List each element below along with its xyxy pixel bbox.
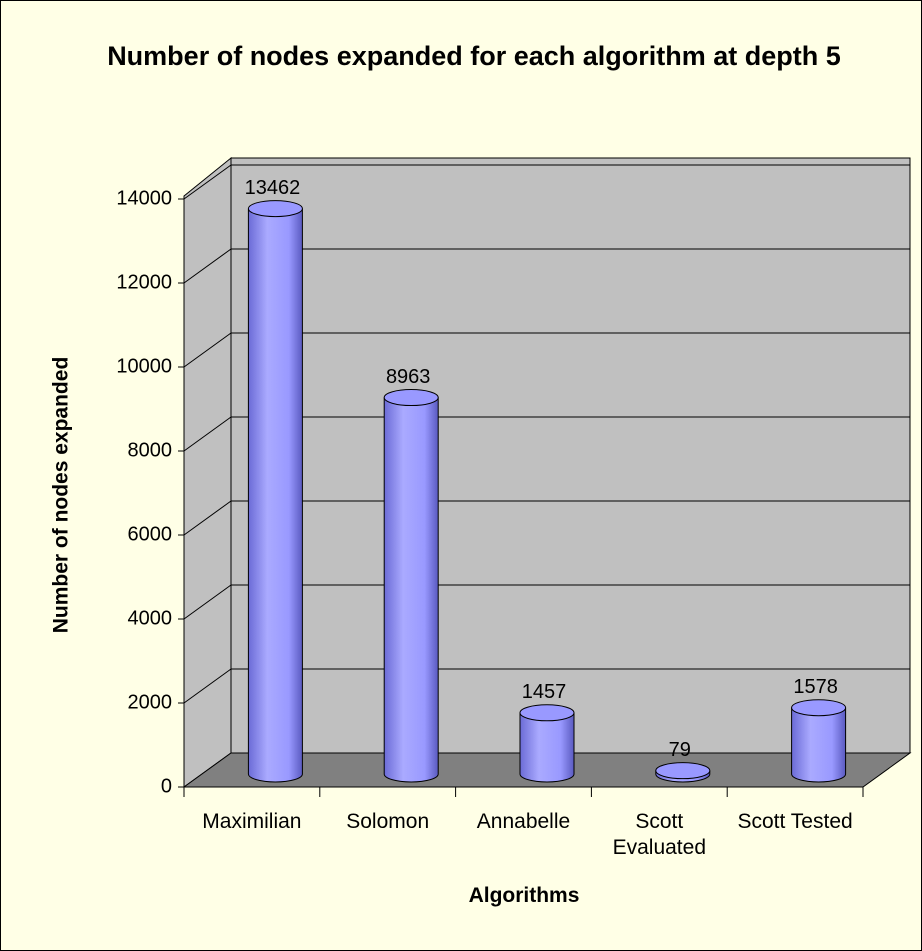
data-label: 13462 (245, 177, 301, 199)
x-tick-label: Annabelle (476, 810, 571, 833)
y-tick-label: 12000 (116, 271, 172, 293)
data-label: 8963 (386, 366, 431, 388)
bar-outline (383, 397, 439, 783)
y-axis-label: Number of nodes expanded (50, 357, 73, 634)
bar-outline (519, 712, 575, 783)
y-tick-label: 10000 (116, 355, 172, 377)
grid-line (183, 416, 232, 452)
x-tick-label: Scott Evaluated (612, 810, 706, 859)
grid-line (183, 584, 232, 620)
bar-top (655, 762, 711, 780)
data-label: 1457 (522, 681, 567, 703)
bar-outline (247, 208, 303, 783)
bar-outline (791, 707, 847, 783)
y-tick-label: 14000 (116, 187, 172, 209)
data-label: 1578 (793, 676, 838, 698)
grid-line (183, 332, 232, 368)
grid-line (183, 668, 232, 704)
x-tick-label: Maximilian (202, 810, 302, 833)
x-tick-label: Solomon (346, 810, 430, 833)
chart-title: Number of nodes expanded for each algori… (107, 41, 841, 71)
grid-line (183, 248, 232, 284)
bar-top (383, 389, 439, 407)
y-tick-label: 8000 (128, 439, 173, 461)
grid-line (183, 500, 232, 536)
back-wall (230, 157, 911, 754)
bar-top (519, 704, 575, 722)
bar-top (791, 699, 847, 717)
y-tick-label: 4000 (128, 607, 173, 629)
side-wall (183, 156, 232, 788)
grid-line (183, 164, 232, 200)
x-tick-label: Scott Tested (737, 810, 853, 833)
y-tick-label: 6000 (128, 523, 173, 545)
y-tick-label: 0 (161, 775, 172, 797)
y-tick-label: 2000 (128, 691, 173, 713)
data-label: 79 (669, 739, 691, 761)
bar-top (247, 200, 303, 218)
x-axis-label: Algorithms (468, 884, 580, 907)
